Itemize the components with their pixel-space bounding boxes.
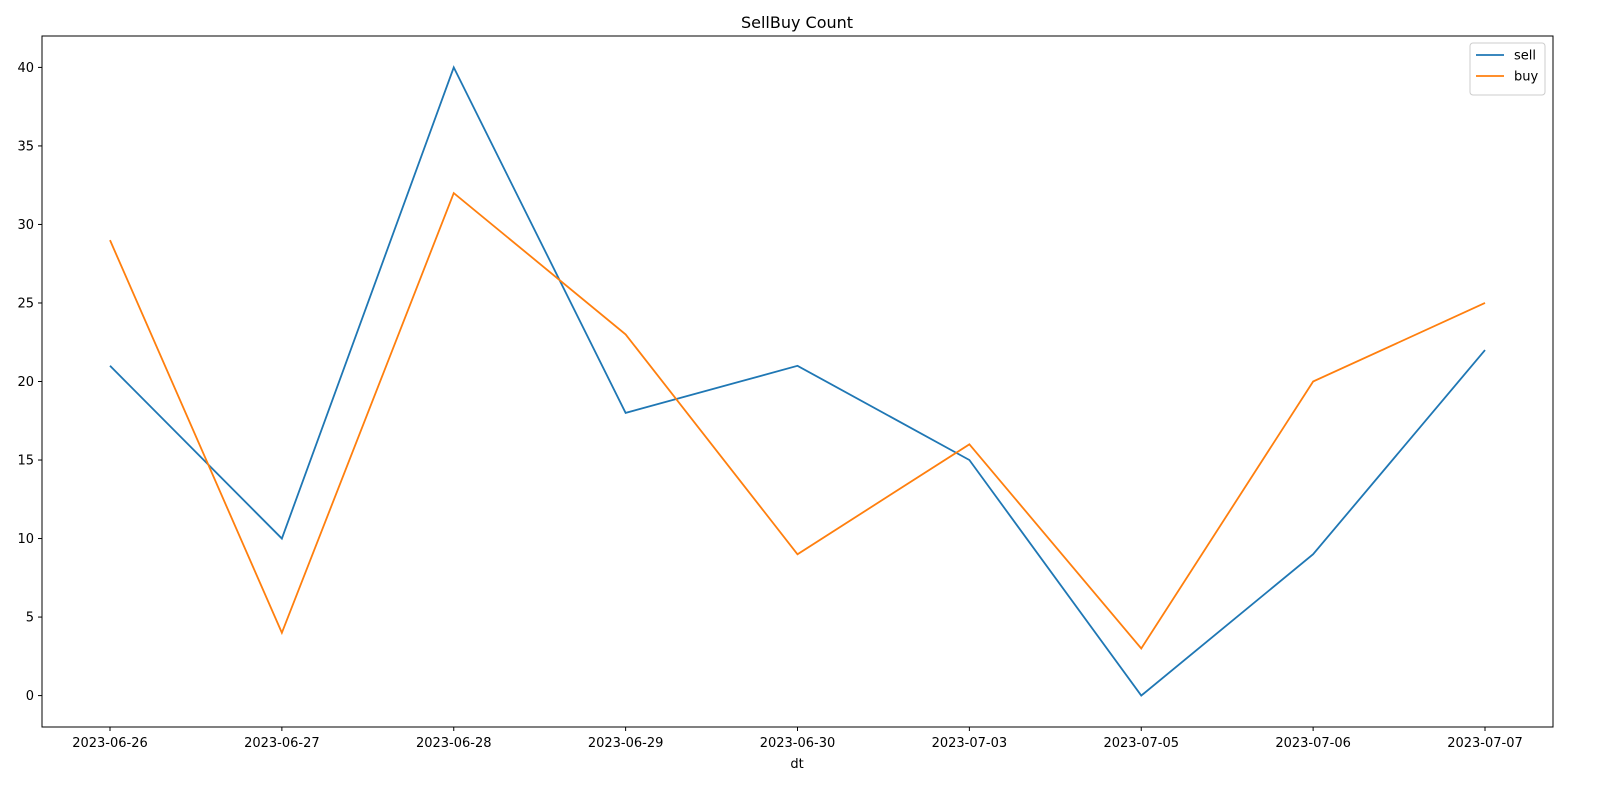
x-tick-label: 2023-06-28 xyxy=(416,736,492,751)
x-tick-label: 2023-07-07 xyxy=(1447,736,1523,751)
y-tick-label: 20 xyxy=(17,375,34,390)
x-tick-label: 2023-06-27 xyxy=(244,736,320,751)
legend-label-buy: buy xyxy=(1514,70,1538,85)
x-tick-label: 2023-07-05 xyxy=(1103,736,1179,751)
y-tick-label: 10 xyxy=(17,532,34,547)
chart-title: SellBuy Count xyxy=(741,13,853,32)
x-axis-label: dt xyxy=(790,757,803,772)
x-tick-label: 2023-06-30 xyxy=(760,736,836,751)
x-tick-label: 2023-07-03 xyxy=(932,736,1008,751)
legend: sell buy xyxy=(1469,42,1546,96)
y-tick-label: 15 xyxy=(17,454,34,469)
plot-area: 0 5 10 15 20 25 30 35 40 2023-06-26 2023-06-27 2023… xyxy=(17,35,1554,751)
series-line-buy xyxy=(109,191,1486,650)
series-line-sell xyxy=(109,65,1486,697)
y-tick-label: 25 xyxy=(17,296,34,311)
x-tick-label: 2023-06-26 xyxy=(72,736,148,751)
y-tick-label: 35 xyxy=(17,139,34,154)
x-tick-label: 2023-06-29 xyxy=(588,736,664,751)
y-tick-label: 30 xyxy=(17,218,34,233)
x-tick-label: 2023-07-06 xyxy=(1275,736,1351,751)
axes-frame xyxy=(41,35,1554,728)
y-tick-label: 0 xyxy=(26,689,34,704)
legend-box xyxy=(1469,42,1546,96)
y-tick-label: 40 xyxy=(17,61,34,76)
legend-label-sell: sell xyxy=(1514,49,1536,64)
y-tick-label: 5 xyxy=(26,611,34,626)
